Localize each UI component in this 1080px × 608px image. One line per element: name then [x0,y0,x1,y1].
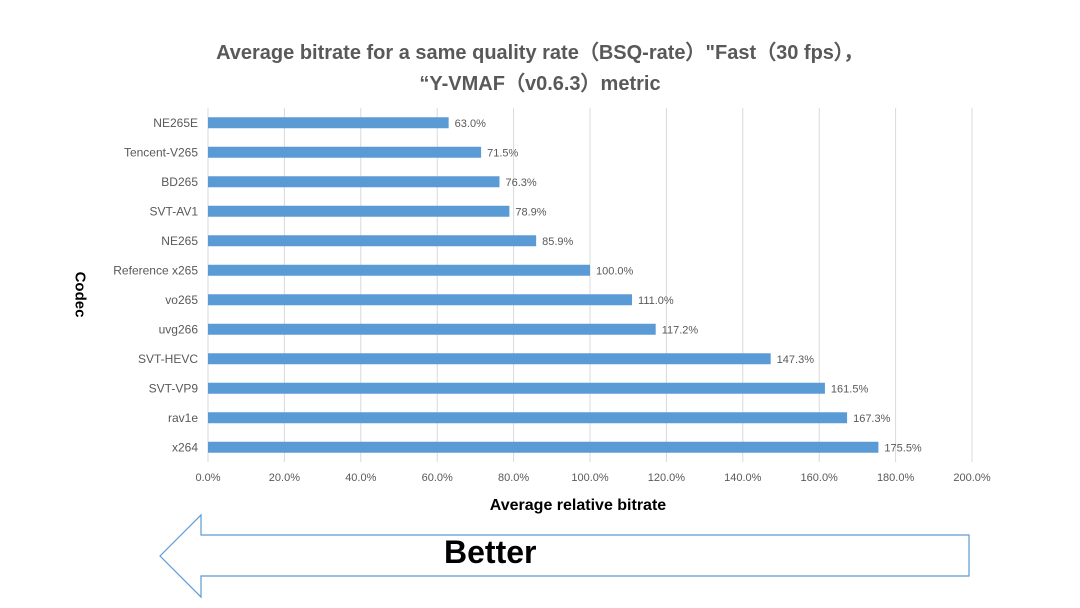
x-tick-label: 100.0% [571,472,609,484]
bar [208,146,482,158]
value-label: 175.5% [884,442,922,454]
category-label: SVT-AV1 [150,204,199,218]
x-tick-label: 180.0% [877,472,915,484]
category-label: x264 [172,440,198,454]
value-label: 147.3% [777,354,815,366]
bar [208,441,879,453]
category-label: NE265 [161,234,198,248]
chart-title-line1: Average bitrate for a same quality rate（… [216,42,864,64]
category-label: BD265 [161,175,198,189]
x-tick-label: 0.0% [195,472,220,484]
value-label: 167.3% [853,413,891,425]
x-axis-label: Average relative bitrate [489,497,667,514]
value-label: 63.0% [455,118,486,130]
value-label: 76.3% [505,177,536,189]
bar [208,264,590,276]
bar [208,176,500,188]
bar [208,353,771,365]
value-label: 78.9% [515,206,546,218]
bar [208,294,633,306]
x-tick-label: 120.0% [648,472,686,484]
x-tick-label: 160.0% [801,472,839,484]
category-label: Tencent-V265 [124,145,198,159]
category-label: SVT-HEVC [138,352,198,366]
category-label: uvg266 [159,322,199,336]
value-label: 161.5% [831,383,869,395]
x-tick-label: 40.0% [345,472,376,484]
x-tick-label: 80.0% [498,472,529,484]
x-tick-label: 200.0% [953,472,991,484]
category-label: rav1e [168,411,198,425]
value-label: 71.5% [487,147,518,159]
chart-title-line2: “Y-VMAF（v0.6.3）metric [419,73,661,95]
bar [208,117,449,129]
bar [208,323,656,335]
category-label: vo265 [165,293,198,307]
category-label: Reference x265 [113,263,198,277]
bar [208,235,537,247]
bar [208,412,848,424]
bar [208,205,510,217]
x-tick-label: 20.0% [269,472,300,484]
category-label: NE265E [153,116,198,130]
value-label: 85.9% [542,236,573,248]
better-label: Better [444,534,537,570]
value-label: 100.0% [596,265,634,277]
left-arrow-shape [159,513,970,599]
value-label: 117.2% [662,324,699,336]
category-label: SVT-VP9 [149,381,199,395]
bar [208,382,825,394]
x-tick-label: 140.0% [724,472,762,484]
x-tick-label: 60.0% [422,472,453,484]
value-label: 111.0% [638,295,674,307]
